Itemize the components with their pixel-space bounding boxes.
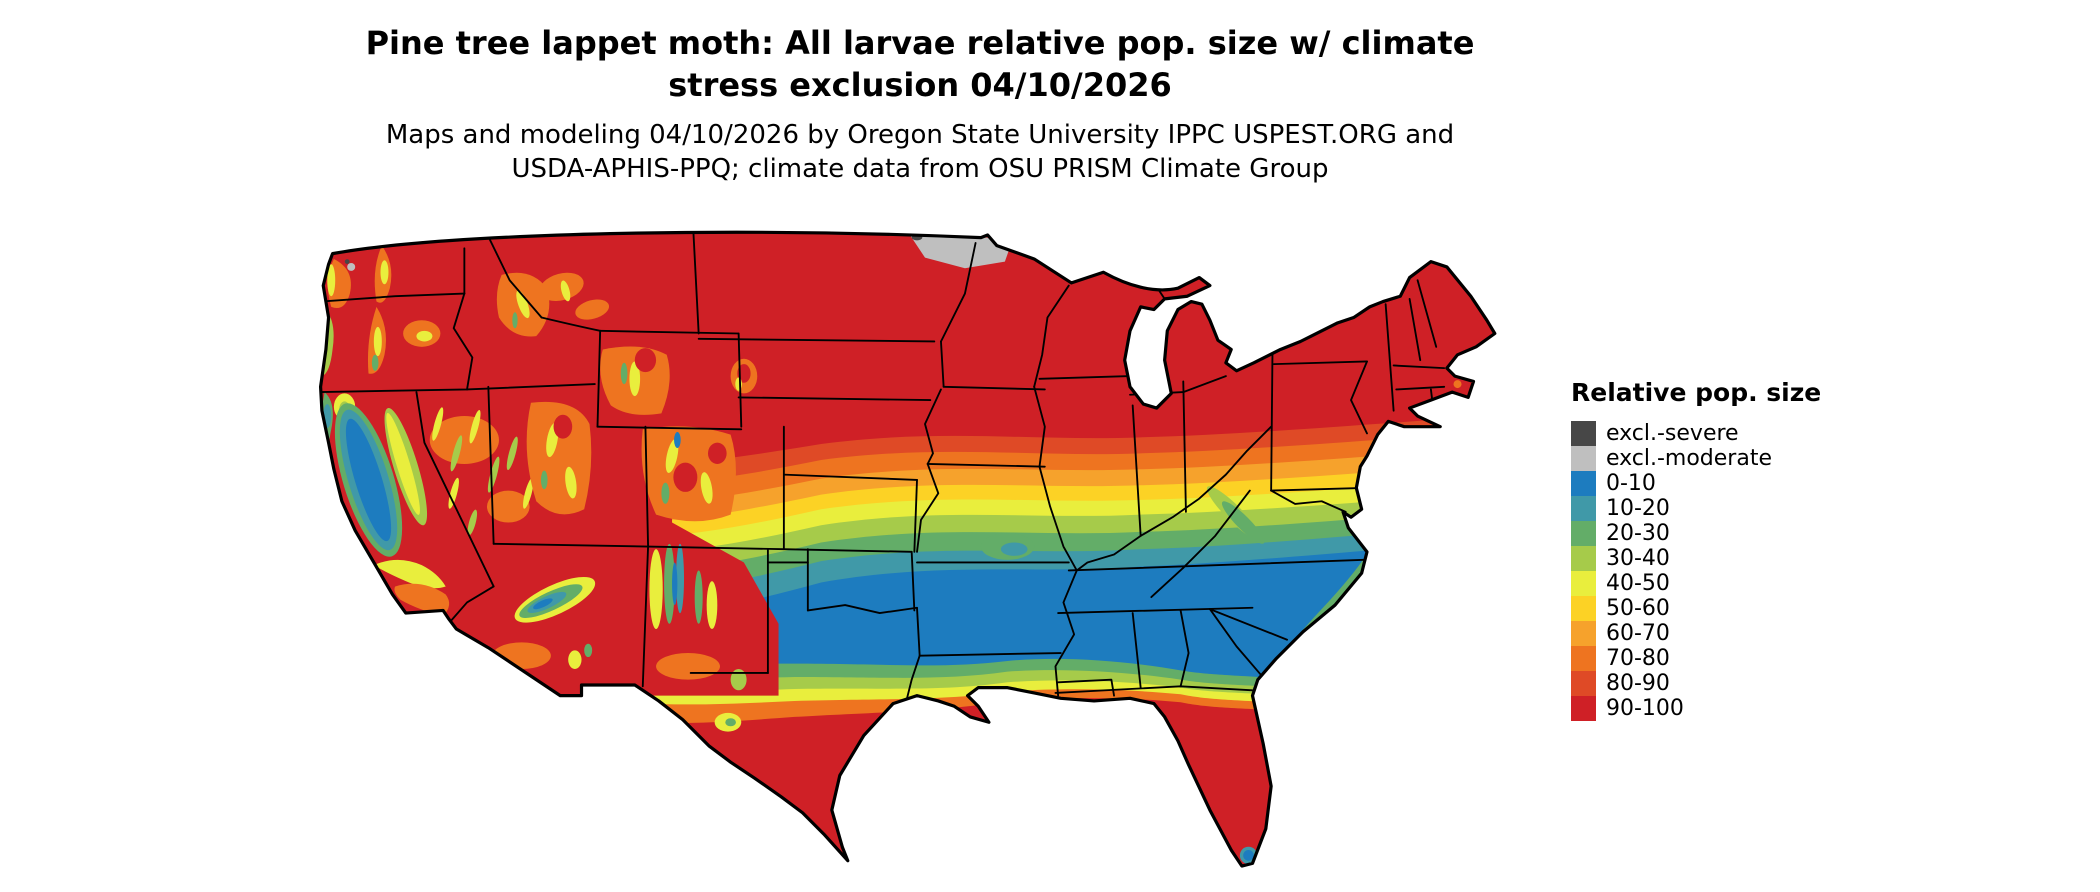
minnesota-exclusion-patch: [909, 233, 1013, 269]
legend-item-label: 50-60: [1606, 596, 1670, 621]
legend-swatch-excl-moderate: [1571, 446, 1596, 471]
legend-item-label: 20-30: [1606, 521, 1670, 546]
legend-swatch-90-100: [1571, 696, 1596, 721]
legend-item-label: 10-20: [1606, 496, 1670, 521]
legend-swatch-10-20: [1571, 496, 1596, 521]
legend-item-label: 60-70: [1606, 621, 1670, 646]
legend-item: 80-90: [1571, 671, 1821, 696]
legend-item: 10-20: [1571, 496, 1821, 521]
legend-swatch-0-10: [1571, 471, 1596, 496]
legend-swatch-70-80: [1571, 646, 1596, 671]
legend-item-label: 70-80: [1606, 646, 1670, 671]
legend-title: Relative pop. size: [1571, 378, 1822, 407]
legend-item: 30-40: [1571, 546, 1821, 571]
us-map: [318, 230, 1497, 868]
legend-swatch-80-90: [1571, 671, 1596, 696]
legend-swatch-60-70: [1571, 621, 1596, 646]
map-fill-layers: [320, 232, 1495, 867]
legend-item: 0-10: [1571, 471, 1821, 496]
legend-item-label: 30-40: [1606, 546, 1670, 571]
legend-item: 50-60: [1571, 596, 1821, 621]
legend-item: 60-70: [1571, 621, 1821, 646]
legend-item: excl.-severe: [1571, 421, 1821, 446]
legend-swatch-excl-severe: [1571, 421, 1596, 446]
legend-item-label: 90-100: [1606, 696, 1684, 721]
puget-exclusion-fleck: [347, 262, 356, 271]
legend-item-label: 0-10: [1606, 471, 1656, 496]
page-subtitle: Maps and modeling 04/10/2026 by Oregon S…: [0, 118, 1840, 186]
map-panel: [315, 227, 1527, 886]
legend-item-label: excl.-severe: [1606, 421, 1739, 446]
legend-swatch-50-60: [1571, 596, 1596, 621]
legend-item: 70-80: [1571, 646, 1821, 671]
legend-item: excl.-moderate: [1571, 446, 1821, 471]
title-line-2: stress exclusion 04/10/2026: [668, 66, 1172, 104]
legend-item: 90-100: [1571, 696, 1821, 721]
legend-item-label: 80-90: [1606, 671, 1670, 696]
legend-swatch-30-40: [1571, 546, 1596, 571]
page-title: Pine tree lappet moth: All larvae relati…: [0, 22, 1840, 106]
subtitle-line-1: Maps and modeling 04/10/2026 by Oregon S…: [385, 120, 1455, 150]
legend-item-label: 40-50: [1606, 571, 1670, 596]
title-line-1: Pine tree lappet moth: All larvae relati…: [365, 24, 1475, 62]
subtitle-line-2: USDA-APHIS-PPQ; climate data from OSU PR…: [511, 154, 1329, 184]
legend-swatch-40-50: [1571, 571, 1596, 596]
us-outline: [318, 230, 1497, 868]
legend-item-label: excl.-moderate: [1606, 446, 1772, 471]
state-borders-layer: [320, 232, 1446, 702]
legend-item: 20-30: [1571, 521, 1821, 546]
legend-swatch-20-30: [1571, 521, 1596, 546]
legend-item: 40-50: [1571, 571, 1821, 596]
legend: Relative pop. size excl.-severe excl.-mo…: [1571, 378, 1821, 721]
